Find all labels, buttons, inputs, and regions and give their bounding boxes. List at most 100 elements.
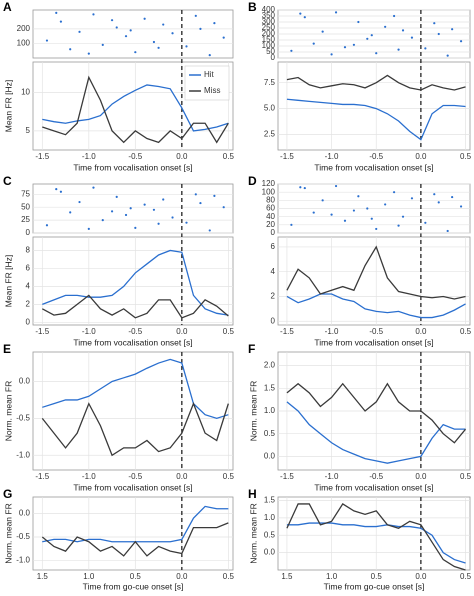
series-line xyxy=(41,522,229,557)
spike xyxy=(78,30,81,33)
y-tick-label: 4 xyxy=(271,267,276,276)
x-tick-label: -1.5 xyxy=(280,327,294,336)
series-line xyxy=(286,401,466,464)
x-tick-label: -1.0 xyxy=(82,472,96,481)
y-tick-label: 150 xyxy=(262,35,276,44)
y-tick-label: 100 xyxy=(262,187,276,196)
y-tick-label: 20 xyxy=(266,220,275,229)
spike xyxy=(446,229,449,233)
y-axis-title: Mean FR [Hz] xyxy=(3,255,13,307)
x-tick-label: 0.0 xyxy=(176,152,188,161)
y-tick-label: 7.5 xyxy=(264,78,276,87)
x-tick-label: -1.5 xyxy=(35,472,49,481)
spike xyxy=(312,211,315,214)
x-tick-label: 0.0 xyxy=(176,572,188,581)
spike xyxy=(208,53,211,57)
spike xyxy=(152,208,156,211)
series-line xyxy=(42,358,229,420)
plot-panel xyxy=(32,496,234,571)
spike xyxy=(397,224,400,227)
y-tick-label: 0 xyxy=(26,228,31,237)
spike xyxy=(171,32,174,35)
y-tick-label: 2 xyxy=(271,292,276,301)
x-tick-label: 0.0 xyxy=(176,472,188,481)
y-tick-label: 400 xyxy=(262,5,276,14)
y-tick-label: 80 xyxy=(266,195,275,204)
spike xyxy=(410,36,414,39)
spike xyxy=(437,201,440,204)
y-tick-label: 0 xyxy=(271,53,276,62)
spike xyxy=(366,207,369,210)
spike xyxy=(124,213,128,217)
x-axis-title: Time from go-cue onset [s] xyxy=(324,581,425,591)
spike xyxy=(299,186,302,189)
x-tick-label: -1.0 xyxy=(82,152,96,161)
x-tick-label: 0.5 xyxy=(371,572,383,581)
y-tick-label: 5 xyxy=(26,126,31,135)
series-line xyxy=(286,382,467,444)
y-tick-label: 2.5 xyxy=(264,130,276,139)
spike xyxy=(343,46,347,49)
spike xyxy=(446,54,449,57)
y-tick-label: 10 xyxy=(21,88,30,97)
spike xyxy=(459,205,463,208)
series-line xyxy=(41,401,229,457)
x-tick-label: -1.5 xyxy=(280,152,294,161)
y-tick-label: 1.5 xyxy=(264,383,276,392)
y-tick-label: -0.5 xyxy=(16,413,30,422)
spike xyxy=(451,28,454,31)
spike xyxy=(375,52,378,55)
y-axis-title: Norm. mean FR xyxy=(248,381,258,441)
y-tick-label: 6 xyxy=(26,264,31,273)
y-tick-label: 0 xyxy=(26,317,31,326)
x-tick-label: 0.0 xyxy=(415,152,427,161)
x-axis-title: Time from vocalisation onset [s] xyxy=(314,337,433,347)
series-line xyxy=(41,294,229,319)
spike xyxy=(303,16,306,19)
spike xyxy=(55,11,58,15)
y-axis-title: Norm. mean FR xyxy=(248,503,258,563)
spike xyxy=(321,199,324,202)
spike xyxy=(370,34,373,37)
x-tick-label: -0.5 xyxy=(369,152,383,161)
y-tick-label: 50 xyxy=(21,202,30,211)
y-tick-label: 50 xyxy=(266,47,275,56)
y-tick-label: 75 xyxy=(21,189,30,198)
plot-panel xyxy=(32,351,234,471)
spike xyxy=(162,23,165,26)
x-tick-label: -1.0 xyxy=(325,472,339,481)
spike xyxy=(171,216,174,219)
spike xyxy=(115,195,118,198)
spike xyxy=(101,219,104,222)
spike xyxy=(375,227,378,231)
spike xyxy=(59,190,63,193)
spike xyxy=(110,19,114,22)
spike xyxy=(321,30,324,33)
spike xyxy=(129,207,132,210)
spike xyxy=(69,211,72,214)
spike xyxy=(312,42,315,45)
raster-panel xyxy=(32,9,234,59)
x-tick-label: -1.0 xyxy=(82,327,96,336)
y-tick-label: 350 xyxy=(262,11,276,20)
spike xyxy=(185,221,188,224)
spike xyxy=(357,20,360,24)
spike xyxy=(92,13,95,16)
spike xyxy=(330,53,333,56)
spike xyxy=(410,197,414,200)
series-line xyxy=(42,75,229,144)
y-tick-label: 25 xyxy=(21,215,30,224)
spike xyxy=(185,45,188,48)
y-tick-label: 8 xyxy=(26,246,31,255)
spike xyxy=(370,217,373,220)
y-tick-label: 40 xyxy=(266,212,275,221)
spike xyxy=(199,27,202,31)
x-tick-label: 1.5 xyxy=(281,572,293,581)
x-tick-label: 0.0 xyxy=(415,327,427,336)
spike xyxy=(384,203,387,206)
x-tick-label: 1.5 xyxy=(37,572,49,581)
panel-letter: D xyxy=(248,174,257,188)
x-axis-title: Time from vocalisation onset [s] xyxy=(314,162,433,172)
spike xyxy=(290,223,293,226)
spike xyxy=(213,21,216,25)
